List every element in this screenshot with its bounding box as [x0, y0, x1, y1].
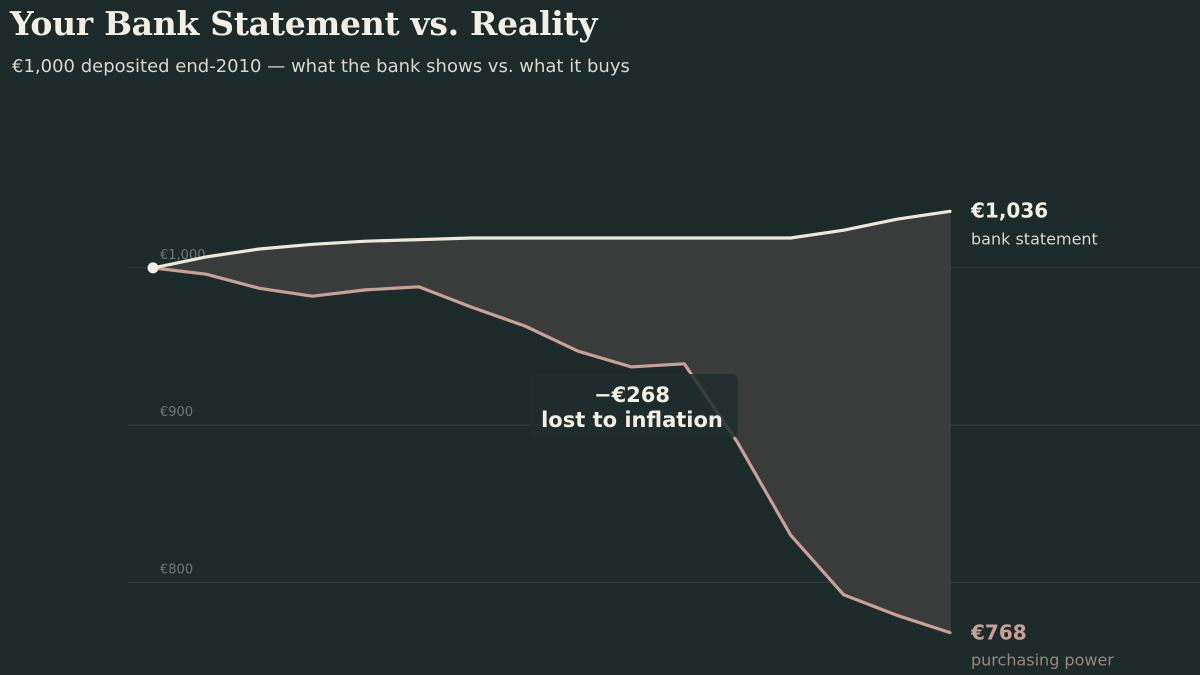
annotation-layer: −€268 lost to inflation	[530, 374, 738, 438]
gap-fill-layer	[153, 211, 951, 633]
bank-statement-end-value: €1,036	[970, 198, 1048, 222]
annotation-value: −€268	[594, 383, 670, 407]
y-tick-label: €800	[160, 562, 193, 577]
purchasing-power-line	[151, 266, 952, 635]
gap-area	[153, 211, 950, 633]
bank-statement-series-name: bank statement	[971, 229, 1098, 248]
series-lines-layer	[147, 209, 952, 635]
end-labels-layer: €1,036 bank statement €768 purchasing power	[970, 198, 1114, 669]
chart-subtitle: €1,000 deposited end-2010 — what the ban…	[12, 56, 630, 77]
chart-title: Your Bank Statement vs. Reality	[10, 4, 598, 43]
annotation-text: lost to inflation	[541, 408, 723, 432]
bank-statement-line	[151, 209, 952, 270]
purchasing-power-end-value: €768	[970, 621, 1027, 645]
start-point-marker	[147, 262, 159, 274]
annotation-box	[530, 374, 738, 438]
purchasing-power-series-name: purchasing power	[971, 651, 1114, 670]
y-tick-label: €900	[160, 405, 193, 420]
